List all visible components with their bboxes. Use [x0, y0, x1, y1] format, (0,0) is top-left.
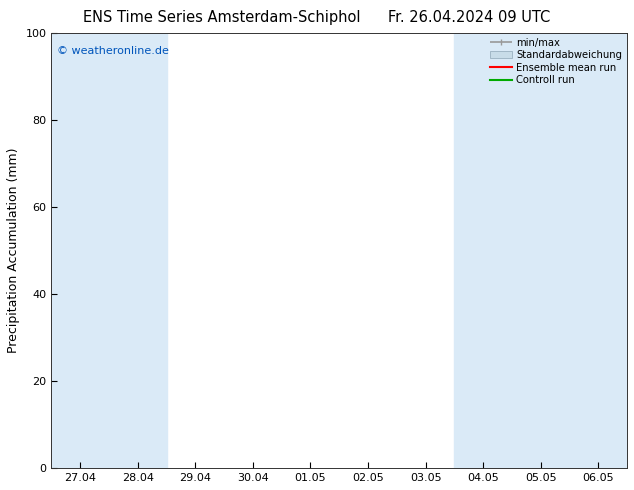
Bar [51, 33, 109, 468]
Text: ENS Time Series Amsterdam-Schiphol: ENS Time Series Amsterdam-Schiphol [83, 10, 361, 25]
Bar [455, 33, 512, 468]
Text: Fr. 26.04.2024 09 UTC: Fr. 26.04.2024 09 UTC [388, 10, 550, 25]
Legend: min/max, Standardabweichung, Ensemble mean run, Controll run: min/max, Standardabweichung, Ensemble me… [488, 36, 624, 88]
Text: © weatheronline.de: © weatheronline.de [57, 46, 169, 56]
Bar [512, 33, 569, 468]
Bar [109, 33, 167, 468]
Y-axis label: Precipitation Accumulation (mm): Precipitation Accumulation (mm) [7, 148, 20, 353]
Bar [569, 33, 627, 468]
